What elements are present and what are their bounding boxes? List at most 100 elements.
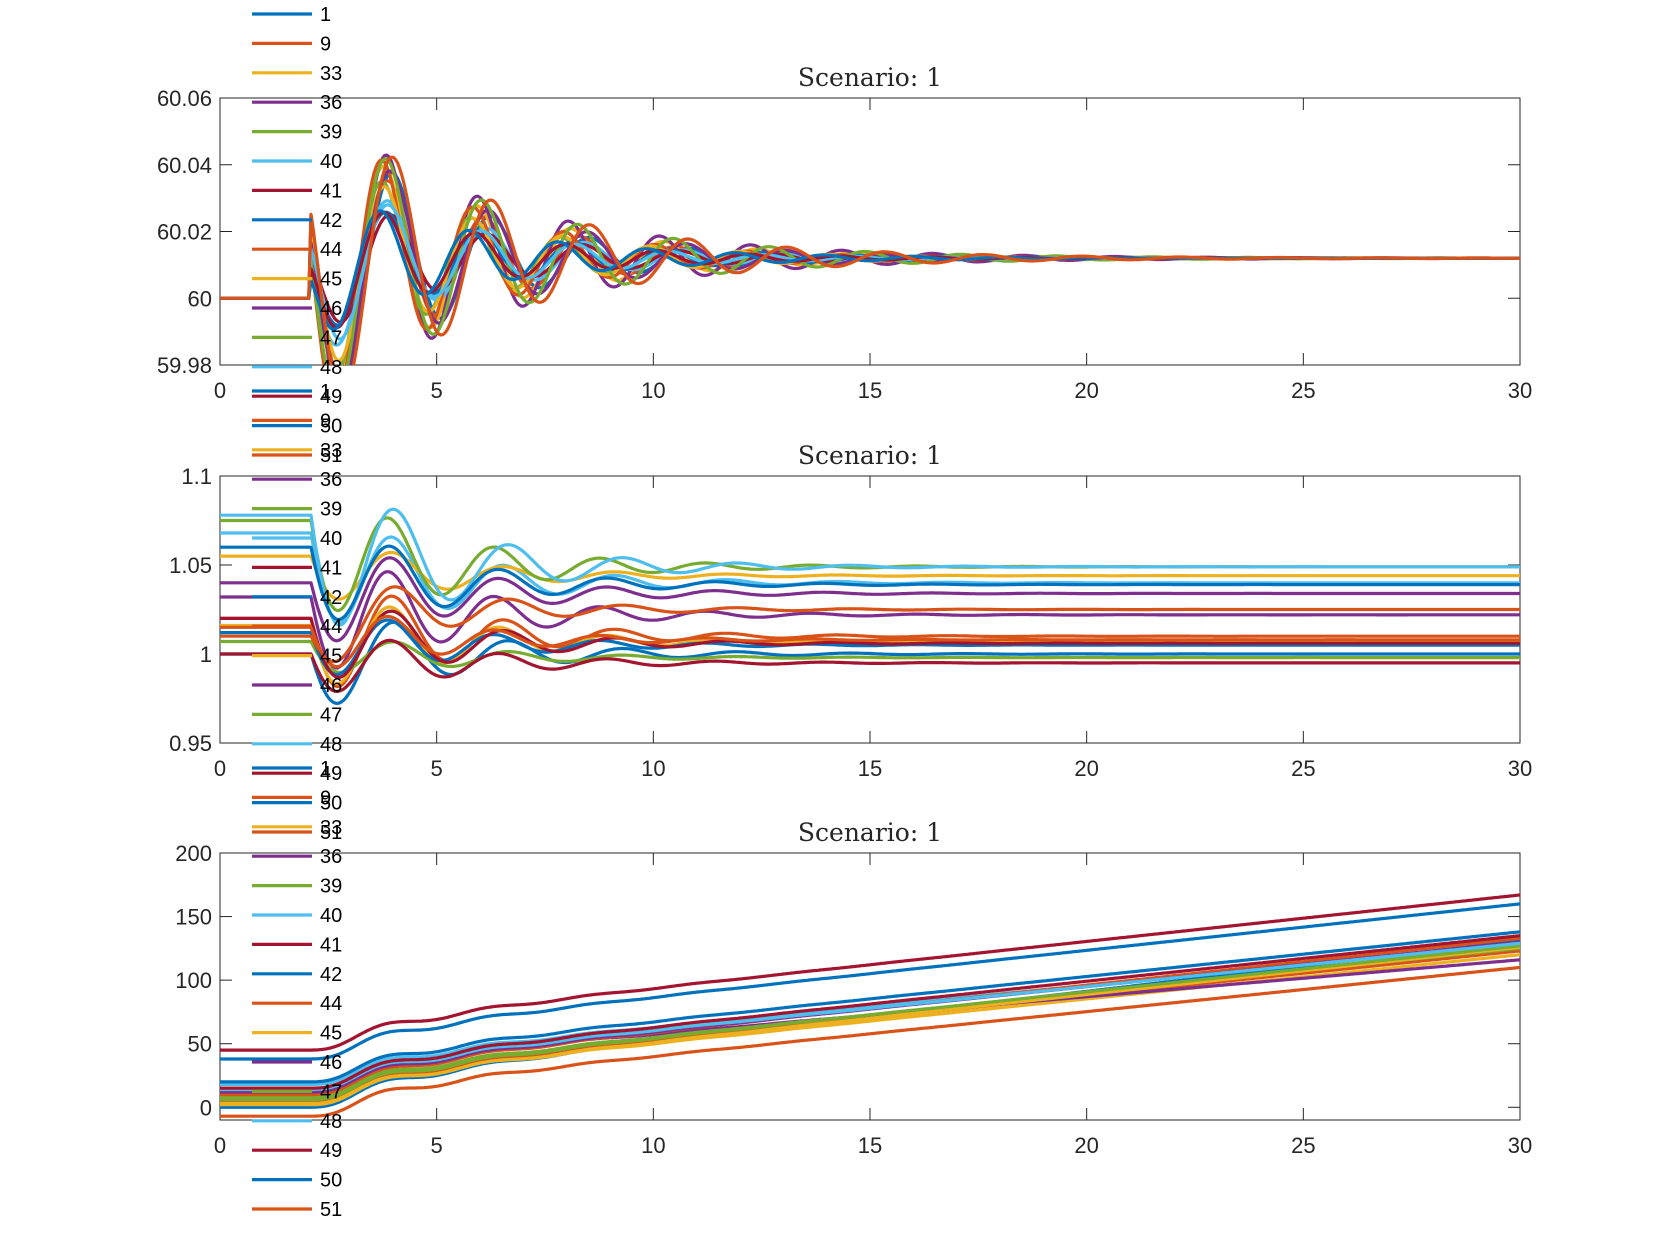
- y-tick-label: 0: [200, 1095, 212, 1120]
- legend-label: 36: [320, 469, 342, 491]
- y-tick-label: 200: [175, 841, 212, 866]
- series-line-47: [220, 944, 1520, 1102]
- legend-label: 49: [320, 386, 342, 408]
- legend-label: 48: [320, 1111, 342, 1133]
- legend-label: 9: [320, 33, 331, 55]
- x-tick-label: 10: [641, 378, 665, 403]
- legend-label: 42: [320, 587, 342, 609]
- y-tick-label: 1: [200, 642, 212, 667]
- y-tick-label: 100: [175, 968, 212, 993]
- legend-label: 41: [320, 180, 342, 202]
- x-tick-label: 25: [1291, 378, 1315, 403]
- x-tick-label: 25: [1291, 756, 1315, 781]
- legend-label: 48: [320, 357, 342, 379]
- series-lines: [220, 153, 1520, 365]
- legend-label: 49: [320, 763, 342, 785]
- series-line-39: [220, 639, 1520, 674]
- legend-label: 46: [320, 1052, 342, 1074]
- x-tick-label: 30: [1508, 1133, 1532, 1158]
- legend-label: 33: [320, 817, 342, 839]
- legend-label: 51: [320, 445, 342, 467]
- legend-label: 1: [320, 4, 331, 26]
- chart-title: Scenario: 1: [798, 441, 942, 470]
- series-line-48: [220, 507, 1520, 627]
- legend-label: 47: [320, 704, 342, 726]
- legend-label: 39: [320, 122, 342, 144]
- legend-label: 51: [320, 1199, 342, 1221]
- subplot-frequency: Scenario: 1 0 5 10 15 20 25 30 59.98 60 60.02 60.04…: [157, 4, 1532, 467]
- y-tick-label: 60.06: [157, 86, 212, 111]
- legend-label: 41: [320, 934, 342, 956]
- x-tick-label: 5: [431, 378, 443, 403]
- legend-label: 46: [320, 675, 342, 697]
- series-line-50: [220, 902, 1520, 1061]
- series-line-44: [220, 585, 1520, 664]
- legend-label: 41: [320, 557, 342, 579]
- legend-label: 45: [320, 1023, 342, 1045]
- legend-label: 50: [320, 793, 342, 815]
- legend-label: 36: [320, 92, 342, 114]
- legend-label: 42: [320, 964, 342, 986]
- x-tick-label: 20: [1074, 1133, 1098, 1158]
- series-line-46: [220, 556, 1520, 643]
- y-tick-label: 0.95: [169, 731, 212, 756]
- series-line-36: [220, 570, 1520, 670]
- series-line-45: [220, 945, 1520, 1107]
- x-tick-label: 30: [1508, 378, 1532, 403]
- legend-label: 1: [320, 381, 331, 403]
- legend-label: 39: [320, 876, 342, 898]
- subplot-voltage: Scenario: 10 5 10 15 20 25 300.9511.051.119333…: [169, 381, 1532, 844]
- x-tick-label: 20: [1074, 378, 1098, 403]
- x-tick-label: 0: [214, 756, 226, 781]
- legend-label: 50: [320, 416, 342, 438]
- subplot-angle: Scenario: 10 5 10 15 20 25 3005010015020019333…: [175, 758, 1532, 1221]
- x-tick-label: 25: [1291, 1133, 1315, 1158]
- legend-label: 47: [320, 327, 342, 349]
- series-line-41: [220, 893, 1520, 1052]
- legend-label: 9: [320, 410, 331, 432]
- legend-label: 40: [320, 151, 342, 173]
- series-line-1: [220, 620, 1520, 705]
- x-tick-label: 15: [858, 378, 882, 403]
- y-tick-label: 150: [175, 905, 212, 930]
- legend-label: 9: [320, 787, 331, 809]
- y-tick-label: 59.98: [157, 353, 212, 378]
- legend-label: 36: [320, 846, 342, 868]
- legend: 1 9 33 36 39 40 41 42 44 45 46 47 48 49 50 51: [252, 381, 342, 844]
- series-line-51: [220, 965, 1520, 1118]
- legend-label: 39: [320, 499, 342, 521]
- legend-label: 50: [320, 1170, 342, 1192]
- x-tick-label: 0: [214, 378, 226, 403]
- x-tick-label: 0: [214, 1133, 226, 1158]
- y-tick-label: 1.05: [169, 553, 212, 578]
- chart-title: Scenario: 1: [798, 818, 942, 847]
- axes-box: [219, 97, 1521, 366]
- legend: 1 9 33 36 39 40 41 42 44 45 46 47 48 49 50 51: [252, 758, 342, 1221]
- legend-label: 44: [320, 616, 342, 638]
- legend: 1 9 33 36 39 40 41 42 44 45 46 47 48 49 50 51: [252, 4, 342, 467]
- series-line-50: [220, 544, 1520, 622]
- series-lines: [220, 893, 1520, 1118]
- legend-label: 40: [320, 905, 342, 927]
- x-tick-label: 10: [641, 1133, 665, 1158]
- legend-label: 40: [320, 528, 342, 550]
- y-tick-label: 60: [188, 286, 212, 311]
- legend-label: 51: [320, 822, 342, 844]
- legend-label: 44: [320, 239, 342, 261]
- series-line-48: [220, 941, 1520, 1092]
- chart-title: Scenario: 1: [798, 63, 942, 92]
- series-line-49: [220, 934, 1520, 1090]
- x-tick-label: 30: [1508, 756, 1532, 781]
- legend-label: 44: [320, 993, 342, 1015]
- series-lines: [220, 507, 1520, 705]
- x-tick-label: 15: [858, 756, 882, 781]
- legend-label: 45: [320, 269, 342, 291]
- x-tick-label: 20: [1074, 756, 1098, 781]
- legend-label: 33: [320, 63, 342, 85]
- y-tick-label: 50: [188, 1032, 212, 1057]
- x-tick-label: 5: [431, 1133, 443, 1158]
- legend-label: 33: [320, 440, 342, 462]
- series-line-51: [220, 614, 1520, 669]
- legend-label: 42: [320, 210, 342, 232]
